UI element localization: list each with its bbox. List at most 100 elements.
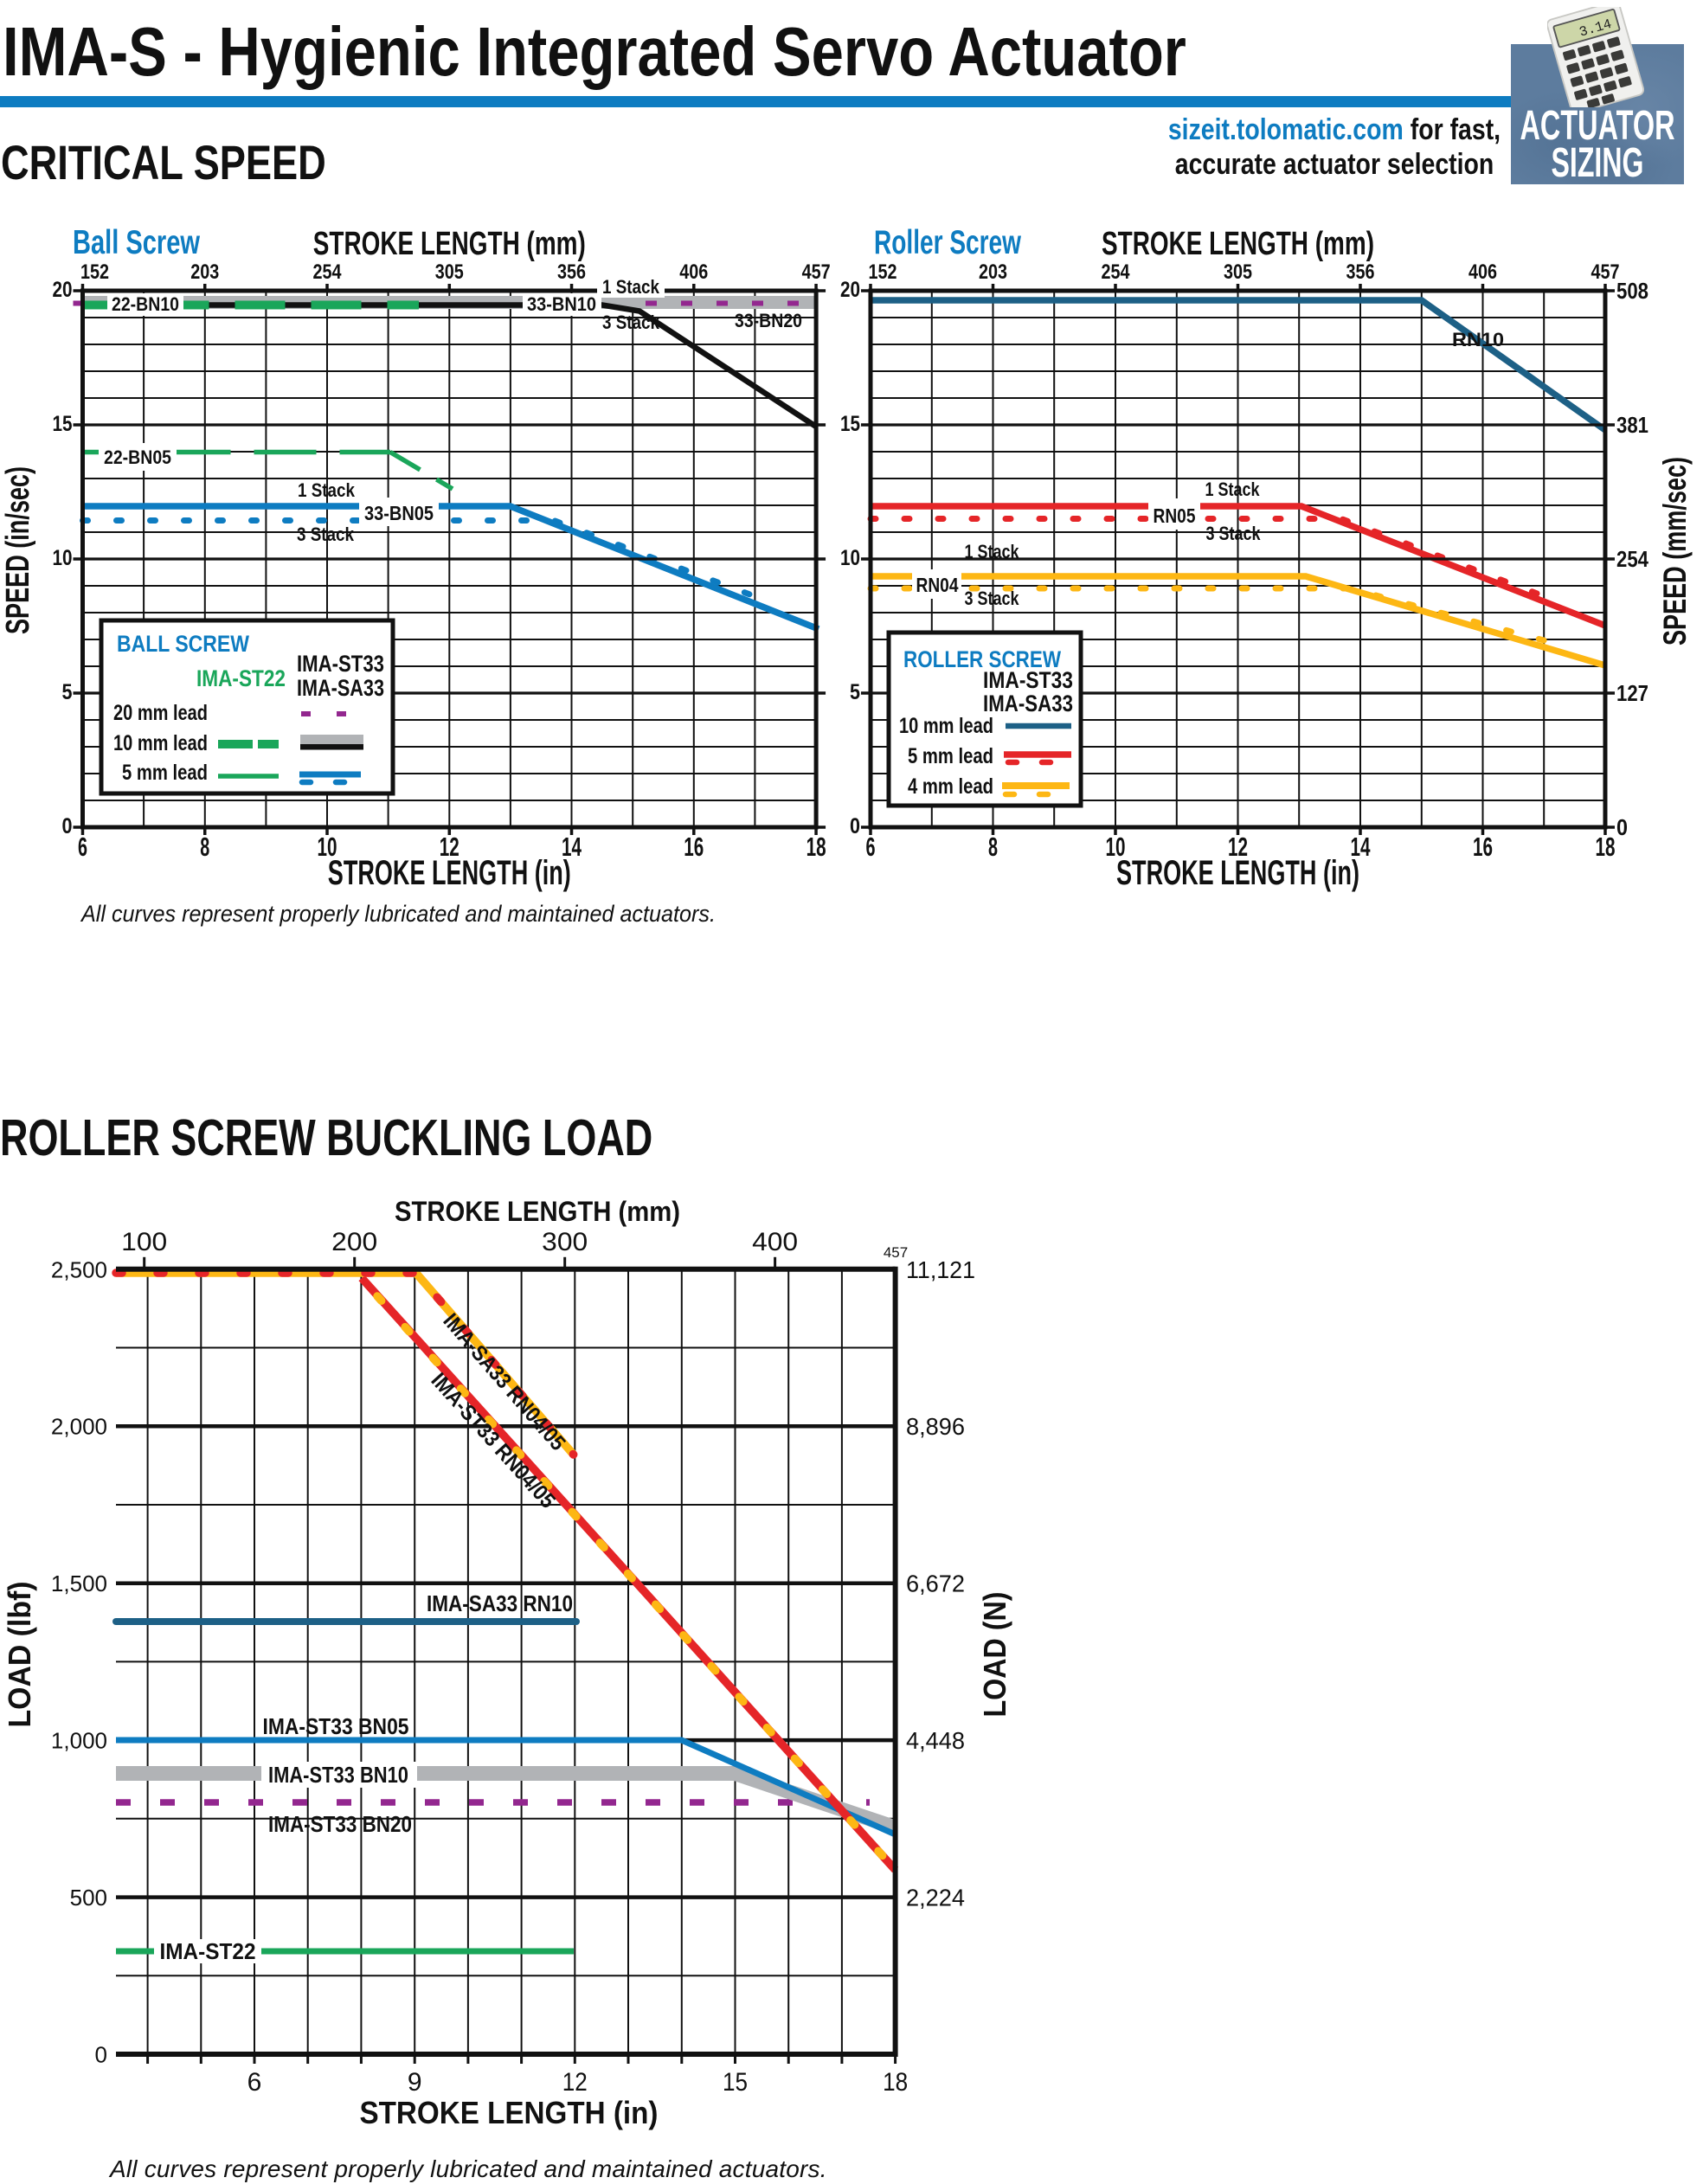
svg-text:5 mm lead: 5 mm lead — [908, 744, 993, 768]
svg-text:0: 0 — [95, 2042, 107, 2068]
svg-text:305: 305 — [1224, 260, 1252, 284]
svg-text:33-BN20: 33-BN20 — [735, 310, 802, 331]
svg-text:200: 200 — [331, 1228, 377, 1256]
svg-text:20: 20 — [840, 278, 860, 302]
svg-text:457: 457 — [884, 1244, 908, 1261]
svg-text:400: 400 — [752, 1228, 798, 1256]
svg-text:RN04: RN04 — [916, 574, 959, 596]
svg-text:IMA-ST33: IMA-ST33 — [983, 667, 1073, 693]
svg-text:10: 10 — [53, 546, 73, 570]
svg-text:300: 300 — [542, 1228, 588, 1256]
svg-text:5 mm lead: 5 mm lead — [122, 761, 208, 785]
svg-text:STROKE LENGTH (mm): STROKE LENGTH (mm) — [313, 226, 586, 262]
svg-text:10 mm lead: 10 mm lead — [899, 714, 993, 738]
svg-text:IMA-ST22: IMA-ST22 — [196, 665, 286, 691]
svg-text:1,500: 1,500 — [51, 1571, 107, 1596]
svg-text:ROLLER SCREW: ROLLER SCREW — [903, 646, 1061, 672]
svg-text:18: 18 — [883, 2068, 908, 2097]
svg-text:18: 18 — [807, 832, 826, 862]
svg-text:0: 0 — [62, 814, 73, 838]
svg-text:4,448: 4,448 — [906, 1727, 965, 1754]
svg-text:3 Stack: 3 Stack — [1206, 523, 1262, 544]
svg-text:305: 305 — [435, 260, 464, 284]
svg-text:254: 254 — [1102, 260, 1131, 284]
svg-text:457: 457 — [802, 260, 831, 284]
svg-text:15: 15 — [53, 412, 73, 436]
svg-text:10 mm lead: 10 mm lead — [113, 731, 208, 755]
svg-text:406: 406 — [679, 260, 708, 284]
svg-text:3 Stack: 3 Stack — [965, 588, 1020, 609]
svg-text:6,672: 6,672 — [906, 1571, 965, 1597]
svg-text:12: 12 — [440, 832, 459, 862]
svg-text:152: 152 — [80, 260, 109, 284]
svg-text:IMA-ST33 BN20: IMA-ST33 BN20 — [268, 1811, 412, 1837]
svg-text:BALL SCREW: BALL SCREW — [117, 631, 249, 657]
svg-text:8: 8 — [988, 832, 998, 862]
svg-text:2,500: 2,500 — [51, 1256, 107, 1282]
svg-text:RN10: RN10 — [1452, 329, 1504, 350]
svg-text:203: 203 — [979, 260, 1007, 284]
svg-text:IMA-ST33 BN10: IMA-ST33 BN10 — [268, 1762, 408, 1788]
svg-text:0: 0 — [1616, 814, 1628, 840]
svg-text:1,000: 1,000 — [51, 1728, 107, 1754]
svg-text:STROKE LENGTH (in): STROKE LENGTH (in) — [360, 2095, 659, 2130]
svg-text:SPEED (mm/sec): SPEED (mm/sec) — [1657, 457, 1693, 646]
svg-text:203: 203 — [190, 260, 219, 284]
svg-text:14: 14 — [562, 832, 582, 862]
svg-text:15: 15 — [723, 2068, 748, 2097]
svg-text:20: 20 — [53, 278, 73, 302]
svg-text:3 Stack: 3 Stack — [297, 524, 355, 545]
svg-text:10: 10 — [840, 546, 860, 570]
svg-text:STROKE LENGTH (mm): STROKE LENGTH (mm) — [1102, 226, 1374, 262]
svg-text:6: 6 — [78, 832, 87, 862]
svg-text:2,000: 2,000 — [51, 1414, 107, 1440]
svg-text:500: 500 — [70, 1885, 107, 1911]
svg-text:356: 356 — [1346, 260, 1375, 284]
svg-text:33-BN05: 33-BN05 — [364, 502, 434, 524]
svg-text:15: 15 — [840, 412, 860, 436]
svg-text:18: 18 — [1596, 832, 1616, 862]
svg-text:254: 254 — [313, 260, 343, 284]
svg-text:STROKE LENGTH (in): STROKE LENGTH (in) — [328, 854, 571, 892]
svg-text:IMA-ST22: IMA-ST22 — [160, 1938, 256, 1964]
svg-text:1 Stack: 1 Stack — [1205, 479, 1261, 500]
svg-text:406: 406 — [1468, 260, 1497, 284]
svg-text:0: 0 — [850, 814, 860, 838]
svg-text:100: 100 — [121, 1228, 167, 1256]
svg-text:IMA-SA33: IMA-SA33 — [297, 675, 384, 701]
svg-text:22-BN10: 22-BN10 — [112, 293, 179, 315]
svg-text:22-BN05: 22-BN05 — [104, 446, 171, 468]
svg-text:33-BN10: 33-BN10 — [527, 293, 596, 315]
svg-text:127: 127 — [1616, 680, 1648, 706]
svg-text:5: 5 — [850, 680, 860, 704]
svg-text:6: 6 — [866, 832, 876, 862]
svg-text:1 Stack: 1 Stack — [298, 479, 356, 501]
svg-text:12: 12 — [562, 2068, 588, 2097]
svg-text:IMA-ST33 BN05: IMA-ST33 BN05 — [263, 1713, 409, 1739]
svg-text:2,224: 2,224 — [906, 1885, 965, 1911]
svg-text:381: 381 — [1616, 412, 1648, 438]
svg-text:16: 16 — [684, 832, 704, 862]
svg-text:5: 5 — [62, 680, 73, 704]
svg-text:356: 356 — [557, 260, 586, 284]
svg-text:1 Stack: 1 Stack — [965, 541, 1020, 562]
svg-text:6: 6 — [247, 2068, 262, 2097]
svg-text:ACTUATOR: ACTUATOR — [1520, 103, 1675, 149]
svg-text:STROKE LENGTH (in): STROKE LENGTH (in) — [1116, 854, 1359, 892]
svg-text:16: 16 — [1473, 832, 1493, 862]
svg-text:Roller Screw: Roller Screw — [874, 224, 1021, 261]
svg-text:4 mm lead: 4 mm lead — [908, 774, 993, 799]
svg-text:9: 9 — [408, 2068, 422, 2097]
svg-text:10: 10 — [1106, 832, 1126, 862]
svg-text:11,121: 11,121 — [906, 1256, 975, 1283]
svg-text:Ball Screw: Ball Screw — [73, 224, 200, 261]
svg-text:20 mm lead: 20 mm lead — [113, 701, 208, 725]
svg-text:12: 12 — [1228, 832, 1248, 862]
svg-text:8: 8 — [200, 832, 209, 862]
svg-text:IMA-ST33: IMA-ST33 — [297, 651, 384, 677]
svg-text:152: 152 — [869, 260, 897, 284]
svg-text:LOAD (N): LOAD (N) — [977, 1592, 1012, 1718]
svg-text:508: 508 — [1616, 278, 1648, 304]
svg-text:IMA-SA33 RN10: IMA-SA33 RN10 — [427, 1590, 573, 1616]
svg-text:254: 254 — [1616, 546, 1648, 572]
